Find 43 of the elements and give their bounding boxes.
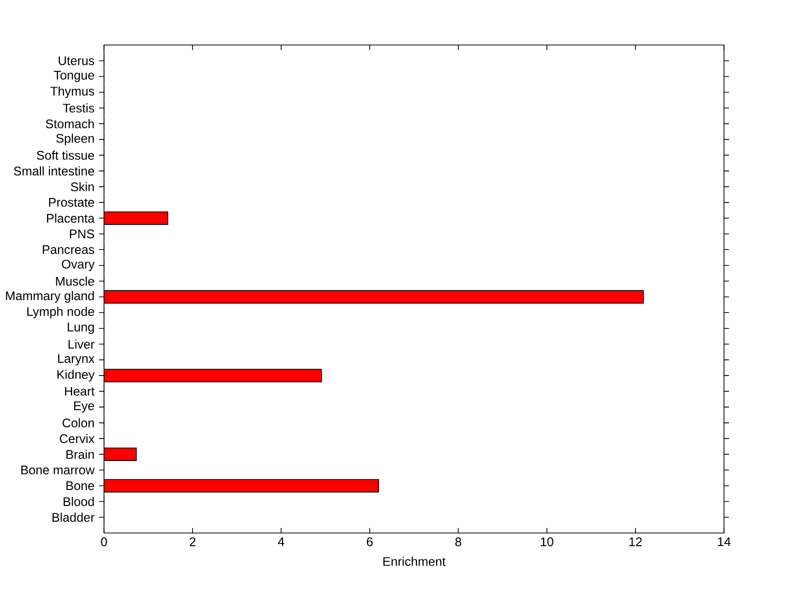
y-tick-label: Muscle <box>56 276 94 286</box>
y-tick-label: Stomach <box>46 119 94 128</box>
bar <box>104 290 644 304</box>
y-tick-label: Bone marrow <box>21 466 95 474</box>
y-tick-label: Bone <box>66 481 94 490</box>
y-tick-label: Eye <box>74 401 94 413</box>
x-tick-label: 12 <box>629 537 642 546</box>
x-axis-title: Enrichment <box>383 556 446 566</box>
y-tick-label: Thymus <box>50 86 94 98</box>
bar <box>104 368 322 382</box>
y-tick-label: Ovary <box>62 260 95 272</box>
y-tick-label: PNS <box>70 229 94 238</box>
y-tick-label: Colon <box>62 418 94 428</box>
bar <box>104 479 379 492</box>
y-tick-label: Soft tissue <box>36 150 94 160</box>
y-tick-label: Testis <box>62 103 94 113</box>
y-tick-label: Pancreas <box>42 245 94 254</box>
x-tick-label: 10 <box>540 537 554 546</box>
x-tick-label: 14 <box>718 537 731 546</box>
y-tick-label: Bladder <box>52 512 94 522</box>
y-tick-label: Prostate <box>49 198 94 207</box>
y-tick-label: Placenta <box>47 214 95 223</box>
y-tick-label: Larynx <box>58 354 94 366</box>
y-tick-label: Heart <box>65 386 95 396</box>
y-tick-label: Brain <box>66 450 94 459</box>
x-tick-label: 8 <box>455 537 462 546</box>
y-tick-label: Spleen <box>56 134 94 146</box>
y-tick-label: Kidney <box>57 370 95 382</box>
y-tick-label: Lung <box>68 322 94 334</box>
y-tick-label: Uterus <box>58 56 94 66</box>
x-tick-label: 0 <box>101 537 107 546</box>
y-tick-label: Cervix <box>60 434 94 444</box>
x-tick-label: 2 <box>190 537 196 546</box>
y-tick-label: Blood <box>64 496 94 506</box>
x-tick-label: 4 <box>278 537 284 546</box>
y-tick-label: Lymph node <box>27 306 94 318</box>
y-tick-label: Mammary gland <box>6 291 94 303</box>
y-tick-label: Liver <box>68 340 94 349</box>
y-tick-label: Small intestine <box>14 166 94 176</box>
x-tick-label: 6 <box>366 537 373 546</box>
y-tick-label: Skin <box>70 182 94 192</box>
bar <box>104 211 168 225</box>
y-tick-label: Tongue <box>54 70 94 82</box>
